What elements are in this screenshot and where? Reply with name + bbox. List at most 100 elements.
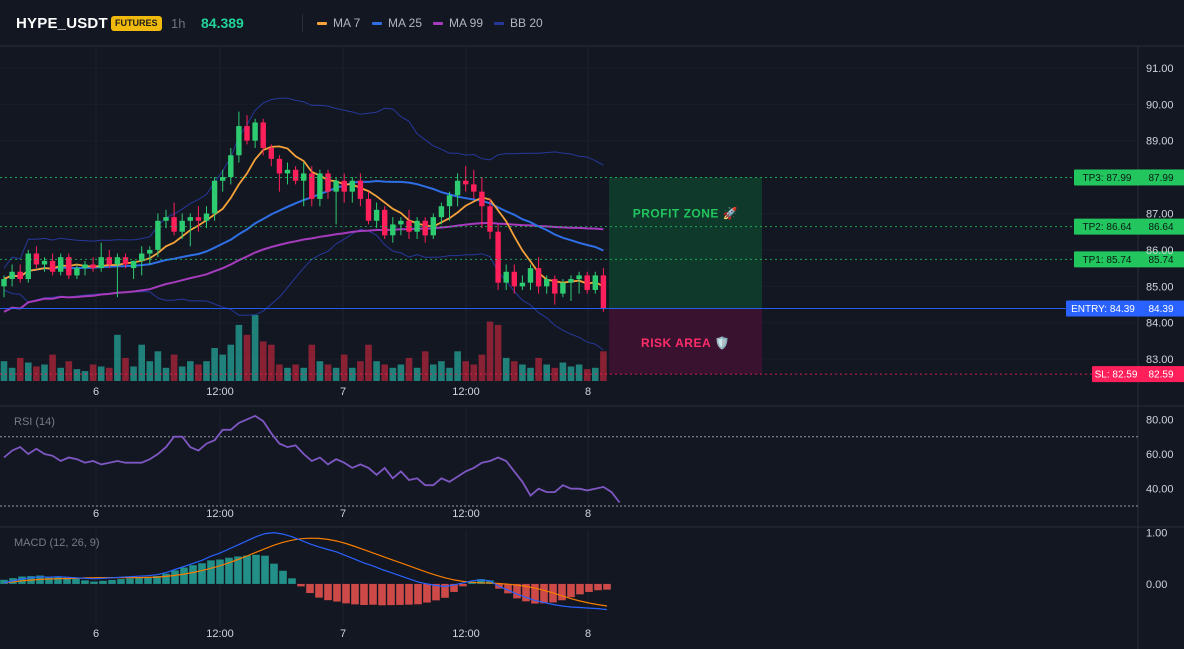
legend-ma99[interactable]: MA 99: [433, 16, 483, 30]
candle-body: [17, 271, 23, 280]
macd-histogram-bar: [342, 583, 350, 604]
macd-histogram-bar: [396, 583, 404, 605]
macd-histogram-bar: [441, 583, 449, 598]
macd-pane-label: MACD (12, 26, 9): [14, 537, 100, 549]
volume-bar: [219, 354, 226, 381]
macd-histogram-bar: [567, 583, 575, 598]
candle-body: [25, 253, 31, 280]
volume-bar: [575, 364, 583, 381]
candle-body: [155, 220, 161, 250]
macd-histogram-bar: [81, 580, 89, 584]
macd-histogram-bar: [513, 583, 521, 599]
candle-body: [147, 249, 153, 254]
candle-body: [446, 195, 453, 207]
rsi-line: [3, 414, 621, 504]
candle-body: [292, 169, 299, 181]
volume-bar: [41, 364, 48, 381]
candle-body: [187, 217, 193, 221]
candle-body: [552, 279, 558, 294]
volume-bar: [373, 361, 380, 381]
time-axis-label: 6: [93, 508, 99, 520]
time-axis-label: 12:00: [452, 508, 480, 520]
macd-histogram-bar: [99, 580, 107, 584]
volume-bar: [195, 364, 202, 381]
volume-bar: [81, 371, 89, 381]
volume-bar: [170, 354, 178, 381]
symbol-name[interactable]: HYPE_USDT: [16, 15, 108, 32]
legend-ma25-label: MA 25: [388, 16, 423, 30]
level-tag-label-tp1[interactable]: TP1: 85.74: [1083, 255, 1132, 266]
volume-bar: [324, 364, 332, 381]
volume-bar: [486, 321, 494, 381]
candle-body: [503, 271, 509, 283]
time-axis-label: 8: [585, 628, 591, 640]
candle-body: [41, 260, 48, 265]
macd-histogram-bar: [405, 583, 413, 605]
level-tag-label-tp2[interactable]: TP2: 86.64: [1083, 222, 1132, 233]
candle-body: [220, 177, 226, 181]
time-axis-label: 8: [585, 386, 591, 398]
volume-bar: [0, 361, 8, 381]
candle-body: [49, 260, 56, 272]
volume-bar: [600, 351, 607, 381]
volume-bar: [292, 364, 299, 381]
macd-signal-line: [3, 537, 608, 607]
time-axis-label: 12:00: [206, 386, 234, 398]
legend-ma25[interactable]: MA 25: [372, 16, 422, 30]
macd-histogram-bar: [522, 583, 530, 602]
candle-body: [454, 180, 461, 196]
header-divider: [302, 14, 303, 32]
volume-bar: [203, 361, 210, 381]
level-tag-label-entry[interactable]: ENTRY: 84.39: [1071, 304, 1135, 315]
candle-body: [66, 257, 72, 276]
macd-histogram-bar: [198, 563, 206, 584]
candle-body: [511, 271, 517, 287]
macd-histogram-bar: [189, 565, 197, 584]
macd-histogram-bar: [540, 583, 548, 604]
level-tag-label-sl[interactable]: SL: 82.59: [1095, 370, 1138, 381]
time-axis-label: 12:00: [206, 628, 234, 640]
macd-axis-tick: 0.00: [1146, 579, 1167, 591]
volume-bar: [300, 367, 307, 381]
macd-histogram-bar: [126, 578, 134, 584]
macd-histogram-bar: [531, 583, 539, 604]
legend-ma99-label: MA 99: [449, 16, 484, 30]
macd-histogram-bar: [243, 555, 251, 584]
macd-histogram-bar: [279, 570, 287, 584]
axis-tag-entry: [1138, 300, 1184, 317]
macd-histogram-bar: [333, 583, 341, 602]
candle-body: [560, 282, 566, 294]
candle-body: [398, 220, 404, 225]
macd-histogram-bar: [63, 577, 71, 584]
macd-histogram-bar: [270, 563, 278, 584]
axis-tag-tp1: [1138, 251, 1184, 268]
candle-body: [179, 220, 185, 232]
candle-body: [284, 169, 291, 174]
time-axis-label: 12:00: [452, 386, 480, 398]
candle-body: [519, 282, 526, 287]
candle-body: [535, 268, 542, 287]
volume-bar: [438, 361, 445, 381]
time-axis-label: 7: [340, 508, 346, 520]
candle-body: [90, 264, 96, 269]
candle-body: [1, 279, 7, 287]
ma99-line: [3, 221, 604, 313]
candle-body: [317, 173, 323, 199]
macd-histogram-bar: [432, 583, 440, 601]
candle-body: [325, 173, 331, 192]
bb20-swatch: [494, 21, 504, 25]
volume-bar: [349, 367, 356, 381]
volume-bar: [454, 351, 461, 381]
candle-body: [349, 180, 355, 192]
legend-bb20[interactable]: BB 20: [494, 16, 543, 30]
candle-body: [163, 217, 169, 221]
legend-ma7[interactable]: MA 7: [317, 16, 360, 30]
candle-body: [122, 257, 129, 265]
candle-body: [203, 213, 210, 221]
candle-body: [252, 122, 258, 141]
interval-selector[interactable]: 1h: [171, 16, 186, 31]
candle-body: [600, 275, 607, 309]
level-tag-label-tp3[interactable]: TP3: 87.99: [1083, 173, 1132, 184]
candle-body: [544, 279, 550, 287]
